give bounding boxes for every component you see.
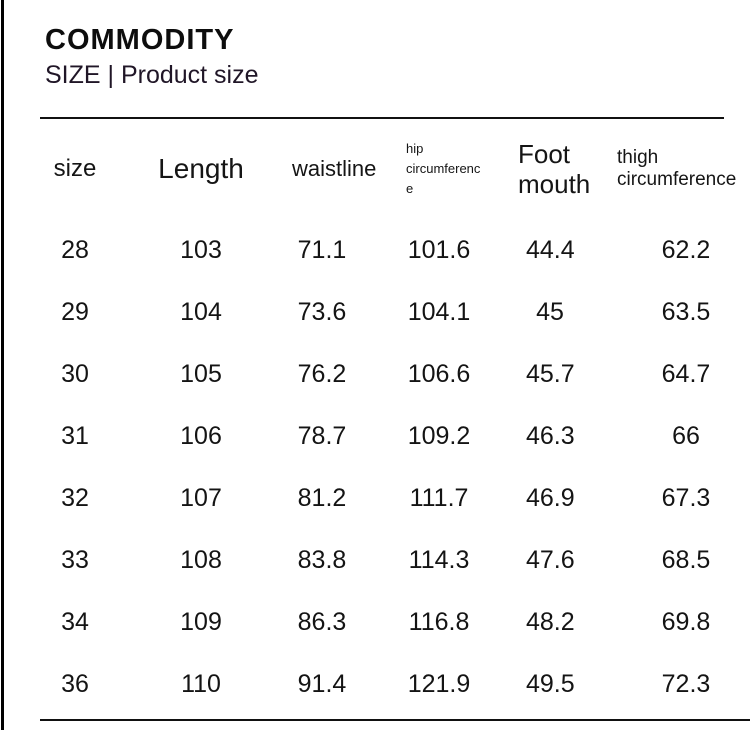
cell-thigh-circumference: 63.5 <box>661 297 711 326</box>
cell-size: 28 <box>61 235 89 264</box>
cell-foot-mouth: 45.7 <box>526 359 575 388</box>
table-row: 30 105 76.2 106.6 45.7 64.7 <box>40 343 750 405</box>
cell-length: 103 <box>180 235 222 264</box>
cell-thigh-circumference: 68.5 <box>661 545 711 574</box>
cell-waistline: 76.2 <box>297 359 347 388</box>
column-header-size: size <box>53 155 97 183</box>
cell-hip-circumference: 114.3 <box>408 545 470 574</box>
table-row: 36 110 91.4 121.9 49.5 72.3 <box>40 653 750 715</box>
cell-foot-mouth: 45 <box>536 297 564 326</box>
cell-size: 31 <box>61 421 89 450</box>
cell-length: 106 <box>180 421 222 450</box>
cell-hip-circumference: 101.6 <box>407 235 471 264</box>
cell-waistline: 83.8 <box>297 545 347 574</box>
cell-length: 109 <box>180 607 222 636</box>
size-table: size Length waistline hip circumference … <box>40 119 750 715</box>
cell-hip-circumference: 104.1 <box>407 297 471 326</box>
bottom-divider-line <box>40 719 750 722</box>
cell-hip-circumference: 106.6 <box>407 359 471 388</box>
cell-waistline: 91.4 <box>297 669 347 698</box>
column-header-thigh-circumference: thigh circumference <box>617 146 737 191</box>
cell-foot-mouth: 47.6 <box>526 545 575 574</box>
cell-hip-circumference: 121.9 <box>407 669 471 698</box>
cell-hip-circumference: 109.2 <box>407 421 471 450</box>
cell-length: 105 <box>180 359 222 388</box>
cell-foot-mouth: 46.9 <box>526 483 575 512</box>
cell-thigh-circumference: 64.7 <box>661 359 711 388</box>
cell-waistline: 86.3 <box>297 607 347 636</box>
table-row: 34 109 86.3 116.8 48.2 69.8 <box>40 591 750 653</box>
cell-size: 36 <box>61 669 89 698</box>
cell-hip-circumference: 111.7 <box>409 483 469 512</box>
cell-hip-circumference: 116.8 <box>408 607 470 636</box>
cell-length: 107 <box>180 483 222 512</box>
cell-waistline: 78.7 <box>297 421 347 450</box>
table-row: 28 103 71.1 101.6 44.4 62.2 <box>40 219 750 281</box>
table-row: 33 108 83.8 114.3 47.6 68.5 <box>40 529 750 591</box>
header: COMMODITY SIZE | Product size <box>0 0 750 90</box>
cell-size: 29 <box>61 297 89 326</box>
page-title: COMMODITY <box>45 24 235 56</box>
table-row: 31 106 78.7 109.2 46.3 66 <box>40 405 750 467</box>
cell-length: 110 <box>181 669 221 698</box>
left-border-line <box>1 0 4 730</box>
table-body: 28 103 71.1 101.6 44.4 62.2 29 104 73.6 … <box>40 219 750 715</box>
column-header-length: Length <box>158 153 244 185</box>
cell-thigh-circumference: 69.8 <box>661 607 711 636</box>
cell-waistline: 73.6 <box>297 297 347 326</box>
column-header-hip-circumference: hip circumference <box>406 141 481 197</box>
cell-size: 32 <box>61 483 89 512</box>
table-header-row: size Length waistline hip circumference … <box>40 119 750 219</box>
cell-thigh-circumference: 72.3 <box>661 669 711 698</box>
cell-thigh-circumference: 67.3 <box>661 483 711 512</box>
cell-waistline: 71.1 <box>297 235 347 264</box>
table-row: 29 104 73.6 104.1 45 63.5 <box>40 281 750 343</box>
cell-foot-mouth: 48.2 <box>526 607 575 636</box>
cell-length: 108 <box>180 545 222 574</box>
cell-size: 30 <box>61 359 89 388</box>
cell-foot-mouth: 44.4 <box>526 235 575 264</box>
cell-foot-mouth: 49.5 <box>526 669 575 698</box>
cell-length: 104 <box>180 297 222 326</box>
cell-waistline: 81.2 <box>297 483 347 512</box>
cell-foot-mouth: 46.3 <box>526 421 575 450</box>
cell-size: 33 <box>61 545 89 574</box>
column-header-foot-mouth: Foot mouth <box>518 138 591 200</box>
column-header-waistline: waistline <box>292 156 377 182</box>
page-subtitle: SIZE | Product size <box>45 61 259 90</box>
cell-size: 34 <box>61 607 89 636</box>
cell-thigh-circumference: 66 <box>672 421 700 450</box>
table-row: 32 107 81.2 111.7 46.9 67.3 <box>40 467 750 529</box>
cell-thigh-circumference: 62.2 <box>661 235 711 264</box>
top-divider-line <box>40 117 724 120</box>
